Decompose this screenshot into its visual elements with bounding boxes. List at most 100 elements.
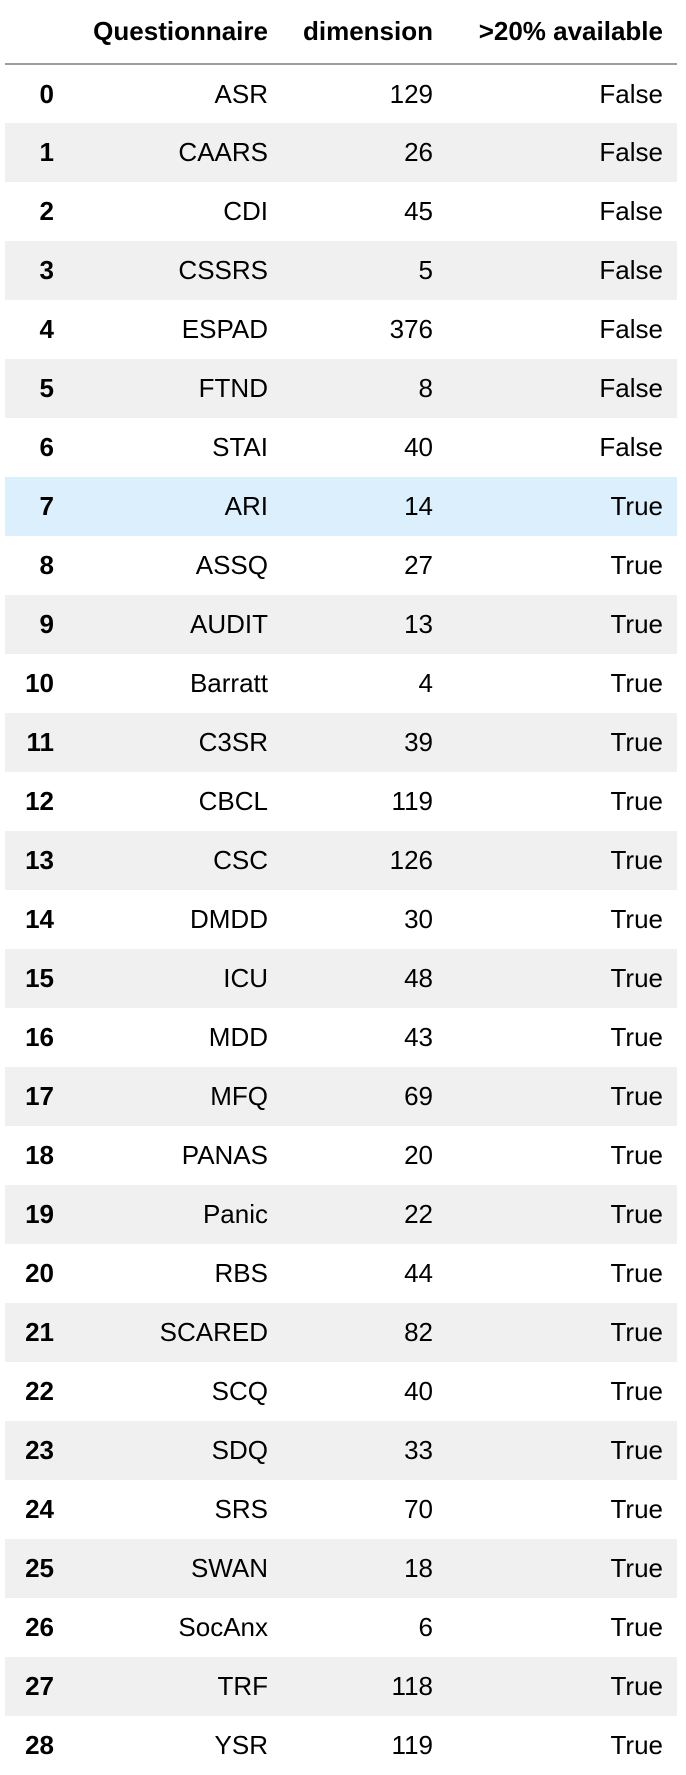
available-column-header: >20% available bbox=[447, 0, 677, 65]
questionnaire-cell: ARI bbox=[224, 491, 268, 521]
available-cell: False bbox=[599, 196, 663, 226]
available-cell: True bbox=[610, 1494, 664, 1524]
table-row[interactable]: 15 ICU 48 True bbox=[5, 949, 677, 1008]
row-index: 1 bbox=[39, 137, 54, 167]
dataframe-table: Questionnaire dimension >20% available 0… bbox=[5, 0, 677, 1775]
table-row[interactable]: 8 ASSQ 27 True bbox=[5, 536, 677, 595]
dimension-cell: 39 bbox=[404, 727, 433, 757]
table-row[interactable]: 19 Panic 22 True bbox=[5, 1185, 677, 1244]
dimension-cell: 45 bbox=[404, 196, 433, 226]
questionnaire-cell: PANAS bbox=[181, 1140, 268, 1170]
row-index: 7 bbox=[39, 491, 54, 521]
questionnaire-cell: MDD bbox=[208, 1022, 268, 1052]
table-row[interactable]: 22 SCQ 40 True bbox=[5, 1362, 677, 1421]
available-cell: True bbox=[610, 491, 664, 521]
questionnaire-cell: YSR bbox=[214, 1730, 268, 1760]
row-index: 17 bbox=[25, 1081, 54, 1111]
questionnaire-cell: MFQ bbox=[210, 1081, 268, 1111]
table-row[interactable]: 23 SDQ 33 True bbox=[5, 1421, 677, 1480]
dimension-cell: 22 bbox=[404, 1199, 433, 1229]
dimension-cell: 118 bbox=[391, 1671, 433, 1701]
table-row[interactable]: 5 FTND 8 False bbox=[5, 359, 677, 418]
questionnaire-cell: AUDIT bbox=[190, 609, 268, 639]
table-row[interactable]: 27 TRF 118 True bbox=[5, 1657, 677, 1716]
table-row[interactable]: 3 CSSRS 5 False bbox=[5, 241, 677, 300]
questionnaire-cell: ESPAD bbox=[181, 314, 268, 344]
index-column-header bbox=[5, 0, 62, 65]
dimension-cell: 119 bbox=[391, 1730, 433, 1760]
dimension-cell: 4 bbox=[418, 668, 433, 698]
table-row[interactable]: 20 RBS 44 True bbox=[5, 1244, 677, 1303]
table-row[interactable]: 10 Barratt 4 True bbox=[5, 654, 677, 713]
table-row[interactable]: 11 C3SR 39 True bbox=[5, 713, 677, 772]
available-cell: True bbox=[610, 1376, 664, 1406]
questionnaire-cell: TRF bbox=[217, 1671, 268, 1701]
table-row[interactable]: 21 SCARED 82 True bbox=[5, 1303, 677, 1362]
dimension-cell: 30 bbox=[404, 904, 433, 934]
table-row[interactable]: 16 MDD 43 True bbox=[5, 1008, 677, 1067]
questionnaire-cell: SDQ bbox=[211, 1435, 268, 1465]
table-row[interactable]: 4 ESPAD 376 False bbox=[5, 300, 677, 359]
questionnaire-cell: SocAnx bbox=[178, 1612, 268, 1642]
dimension-cell: 5 bbox=[418, 255, 433, 285]
questionnaire-cell: CAARS bbox=[178, 137, 268, 167]
table-row[interactable]: 25 SWAN 18 True bbox=[5, 1539, 677, 1598]
row-index: 25 bbox=[25, 1553, 54, 1583]
questionnaire-cell: DMDD bbox=[190, 904, 268, 934]
dimension-cell: 43 bbox=[404, 1022, 433, 1052]
table-row[interactable]: 18 PANAS 20 True bbox=[5, 1126, 677, 1185]
row-index: 27 bbox=[25, 1671, 54, 1701]
questionnaire-cell: CSSRS bbox=[178, 255, 268, 285]
dimension-cell: 70 bbox=[404, 1494, 433, 1524]
row-index: 28 bbox=[25, 1730, 54, 1760]
questionnaire-cell: ICU bbox=[223, 963, 268, 993]
available-cell: False bbox=[599, 373, 663, 403]
dimension-cell: 126 bbox=[389, 845, 433, 875]
row-index: 15 bbox=[25, 963, 54, 993]
table-header: Questionnaire dimension >20% available bbox=[5, 0, 677, 65]
row-index: 11 bbox=[26, 727, 55, 757]
row-index: 5 bbox=[39, 373, 54, 403]
dimension-cell: 48 bbox=[404, 963, 433, 993]
available-cell: True bbox=[610, 1199, 664, 1229]
row-index: 4 bbox=[39, 314, 54, 344]
table-row[interactable]: 17 MFQ 69 True bbox=[5, 1067, 677, 1126]
row-index: 18 bbox=[25, 1140, 54, 1170]
table-row[interactable]: 12 CBCL 119 True bbox=[5, 772, 677, 831]
row-index: 8 bbox=[39, 550, 54, 580]
table-row[interactable]: 6 STAI 40 False bbox=[5, 418, 677, 477]
available-cell: False bbox=[599, 314, 663, 344]
row-index: 21 bbox=[25, 1317, 54, 1347]
available-cell: True bbox=[610, 1140, 664, 1170]
available-cell: True bbox=[610, 1730, 664, 1760]
dimension-cell: 20 bbox=[404, 1140, 433, 1170]
table-row[interactable]: 1 CAARS 26 False bbox=[5, 123, 677, 182]
available-cell: True bbox=[610, 1258, 664, 1288]
row-index: 22 bbox=[25, 1376, 54, 1406]
available-cell: False bbox=[599, 137, 663, 167]
available-cell: False bbox=[599, 78, 663, 109]
dimension-cell: 33 bbox=[404, 1435, 433, 1465]
table-row[interactable]: 26 SocAnx 6 True bbox=[5, 1598, 677, 1657]
row-index: 20 bbox=[25, 1258, 54, 1288]
row-index: 26 bbox=[25, 1612, 54, 1642]
questionnaire-cell: SCQ bbox=[211, 1376, 268, 1406]
row-index: 0 bbox=[39, 78, 54, 109]
table-row[interactable]: 9 AUDIT 13 True bbox=[5, 595, 677, 654]
header-row: Questionnaire dimension >20% available bbox=[5, 0, 677, 65]
row-index: 13 bbox=[25, 845, 54, 875]
row-index: 24 bbox=[25, 1494, 54, 1524]
table-row[interactable]: 24 SRS 70 True bbox=[5, 1480, 677, 1539]
table-row[interactable]: 0 ASR 129 False bbox=[5, 64, 677, 123]
table-row[interactable]: 13 CSC 126 True bbox=[5, 831, 677, 890]
available-cell: False bbox=[599, 432, 663, 462]
available-cell: True bbox=[610, 1081, 664, 1111]
table-row[interactable]: 7 ARI 14 True bbox=[5, 477, 677, 536]
questionnaire-cell: SRS bbox=[214, 1494, 268, 1524]
table-row[interactable]: 28 YSR 119 True bbox=[5, 1716, 677, 1775]
table-row[interactable]: 14 DMDD 30 True bbox=[5, 890, 677, 949]
table-row[interactable]: 2 CDI 45 False bbox=[5, 182, 677, 241]
available-cell: True bbox=[610, 550, 664, 580]
questionnaire-cell: Barratt bbox=[189, 668, 268, 698]
